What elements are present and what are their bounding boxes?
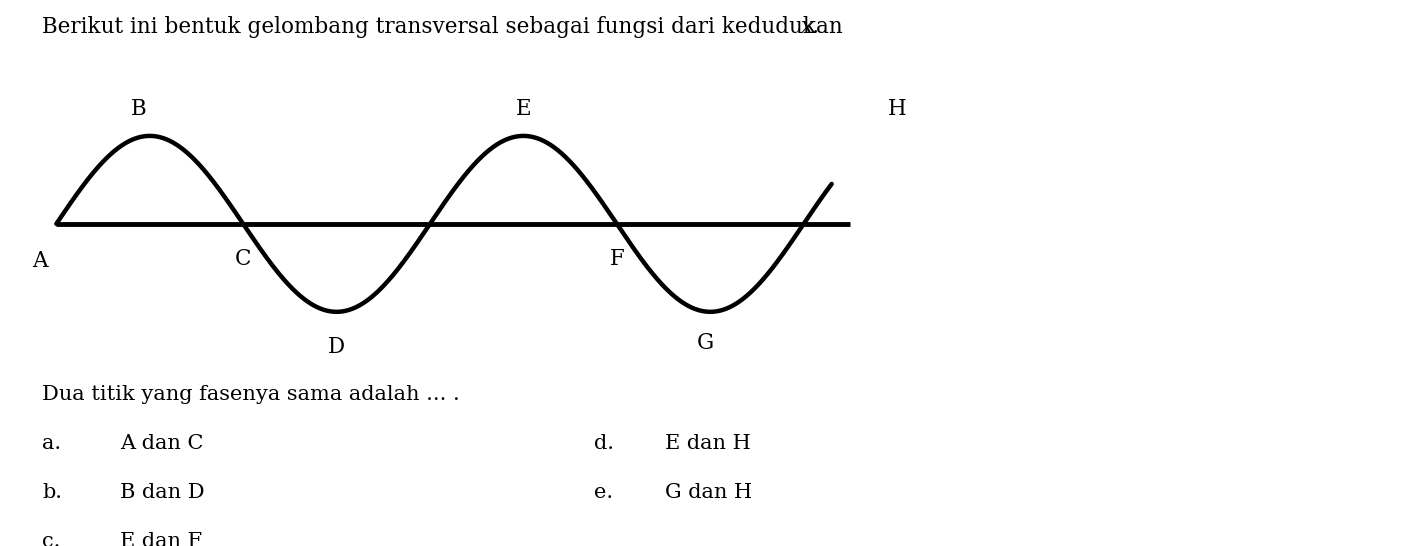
Text: A: A (31, 250, 47, 272)
Text: x.: x. (801, 16, 819, 38)
Text: B dan D: B dan D (120, 483, 205, 502)
Text: G: G (698, 332, 715, 354)
Text: F: F (610, 248, 624, 270)
Text: Berikut ini bentuk gelombang transversal sebagai fungsi dari kedudukan x.: Berikut ini bentuk gelombang transversal… (42, 16, 869, 38)
Text: D: D (328, 336, 345, 359)
Text: H: H (887, 98, 907, 120)
Text: E dan H: E dan H (665, 434, 751, 453)
Text: A dan C: A dan C (120, 434, 204, 453)
Text: c.: c. (42, 532, 61, 546)
Text: Berikut ini bentuk gelombang transversal sebagai fungsi dari kedudukan: Berikut ini bentuk gelombang transversal… (42, 16, 850, 38)
Text: E dan F: E dan F (120, 532, 202, 546)
Text: E: E (515, 98, 531, 120)
Text: d.: d. (594, 434, 614, 453)
Text: e.: e. (594, 483, 614, 502)
Text: a.: a. (42, 434, 62, 453)
Text: b.: b. (42, 483, 62, 502)
Text: Dua titik yang fasenya sama adalah ... .: Dua titik yang fasenya sama adalah ... . (42, 385, 460, 404)
Text: C: C (235, 248, 252, 270)
Text: B: B (130, 98, 146, 120)
Text: G dan H: G dan H (665, 483, 753, 502)
